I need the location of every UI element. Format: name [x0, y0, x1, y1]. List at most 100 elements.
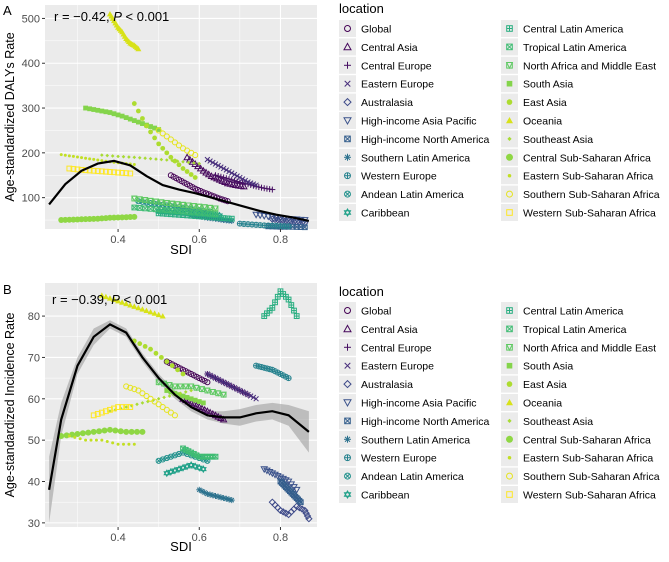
legend-key-background: [501, 56, 518, 74]
legend-item-western-europe: Western Europe: [339, 167, 437, 185]
data-point: [260, 466, 269, 474]
data-point: [170, 158, 175, 163]
data-point: [139, 428, 146, 435]
legend-label: Caribbean: [361, 208, 410, 220]
data-point: [155, 127, 162, 134]
data-point: [209, 389, 217, 396]
data-point: [155, 379, 162, 386]
legend-item-central-sub-saharan-africa: Central Sub-Saharan Africa: [501, 430, 651, 448]
data-point: [253, 396, 259, 402]
legend-item-central-latin-america: Central Latin America: [501, 20, 624, 37]
legend-item-oceania: Oceania: [501, 112, 562, 129]
legend-label: Southeast Asia: [523, 416, 593, 428]
legend-item-southern-latin-america: Southern Latin America: [339, 430, 470, 448]
legend-item-western-sub-saharan-africa: Western Sub-Saharan Africa: [501, 486, 656, 503]
legend-key-symbol: [343, 117, 352, 126]
data-point: [168, 200, 176, 208]
data-point: [228, 215, 235, 222]
data-point: [106, 295, 113, 301]
legend-item-north-africa-and-middle-east: North Africa and Middle East: [501, 56, 656, 74]
data-point: [116, 154, 120, 159]
data-point: [172, 158, 178, 164]
data-point: [167, 394, 172, 398]
panel-a: A r = −0.42, P < 0.001 0.4 0.6 0.8 100 200 3…: [3, 3, 317, 257]
data-point: [189, 388, 193, 393]
data-point: [102, 408, 109, 415]
data-point: [181, 160, 185, 164]
data-point: [102, 293, 109, 300]
data-point: [234, 173, 240, 179]
legend-label: Oceania: [523, 398, 562, 410]
panel-b-stat-annotation: r = −0.39, P < 0.001: [52, 292, 167, 307]
data-point: [123, 170, 130, 177]
legend-label: Caribbean: [361, 490, 410, 502]
legend-key-background: [501, 204, 518, 221]
data-point: [215, 162, 221, 169]
data-point: [215, 172, 222, 179]
data-point: [174, 208, 181, 214]
legend-label: Central Sub-Saharan Africa: [523, 434, 651, 446]
legend-item-eastern-sub-saharan-africa: Eastern Sub-Saharan Africa: [501, 167, 653, 185]
data-point: [220, 379, 227, 386]
legend-key-symbol: [506, 80, 513, 87]
legend-item-central-europe: Central Europe: [339, 56, 432, 74]
data-point: [132, 442, 136, 446]
y-tick-label: 300: [22, 103, 40, 115]
data-point: [272, 299, 278, 306]
data-point: [152, 198, 160, 206]
data-point: [159, 130, 166, 137]
data-point: [263, 467, 271, 475]
data-point: [140, 401, 145, 405]
data-point: [137, 155, 142, 160]
legend-label: Southern Sub-Saharan Africa: [523, 471, 660, 483]
data-point: [192, 152, 199, 159]
legend-item-high-income-asia-pacific: High-income Asia Pacific: [339, 112, 477, 129]
legend-label: Central Europe: [361, 342, 432, 354]
data-point: [292, 486, 301, 494]
legend-key-symbol: [344, 25, 351, 32]
data-point: [226, 168, 232, 175]
legend-item-tropical-latin-america: Tropical Latin America: [501, 38, 627, 56]
legend-key-symbol: [343, 208, 352, 217]
data-point: [159, 313, 166, 319]
legend-item-southern-sub-saharan-africa: Southern Sub-Saharan Africa: [501, 467, 660, 485]
data-point: [236, 179, 243, 186]
data-point: [147, 395, 154, 402]
legend-label: High-income North America: [361, 134, 490, 146]
legend-key-symbol: [343, 42, 352, 51]
legend-item-andean-latin-america: Andean Latin America: [339, 185, 464, 203]
legend-label: Central Latin America: [523, 24, 624, 36]
legend-key-symbol: [344, 472, 351, 480]
data-point: [297, 499, 304, 506]
data-point: [132, 155, 137, 160]
data-point: [219, 415, 228, 423]
data-point: [204, 379, 211, 386]
data-point: [121, 154, 126, 159]
legend-label: Western Sub-Saharan Africa: [523, 490, 656, 502]
data-point: [147, 197, 154, 205]
data-point: [156, 127, 162, 132]
data-point: [153, 350, 159, 356]
data-point: [127, 155, 131, 159]
data-point: [148, 346, 153, 352]
data-point: [85, 429, 92, 436]
data-point: [115, 404, 121, 410]
data-point: [132, 162, 136, 166]
data-point: [218, 164, 224, 170]
series-central-sub-saharan-africa: [58, 426, 146, 440]
data-point: [148, 124, 153, 129]
legend-label: Global: [361, 24, 391, 36]
data-point: [285, 375, 292, 382]
panel-b-trend-line: [48, 323, 310, 490]
legend-key-symbol: [344, 454, 351, 462]
data-point: [301, 506, 309, 515]
y-tick-label: 50: [28, 435, 40, 447]
data-point: [131, 101, 137, 106]
data-point: [135, 387, 142, 394]
legend-item-australasia: Australasia: [339, 375, 413, 393]
data-point: [195, 463, 203, 472]
data-point: [90, 167, 97, 174]
series-north-africa-and-middle-east: [155, 379, 227, 399]
series-east-asia: [131, 338, 186, 377]
